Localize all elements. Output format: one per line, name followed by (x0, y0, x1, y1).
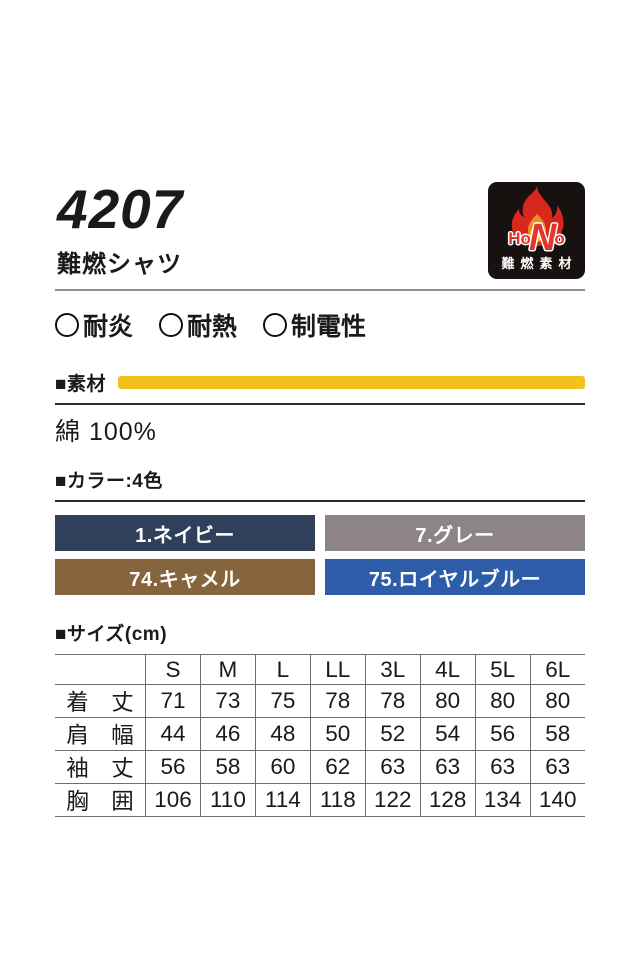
size-row-chest: 胸 囲 106 110 114 118 122 128 134 140 (55, 783, 585, 817)
feature-label: 耐熱 (187, 313, 238, 341)
color-swatch-grid: 1.ネイビー 7.グレー 74.キャメル 75.ロイヤルブルー (55, 515, 585, 595)
size-value-cell: 73 (199, 684, 256, 718)
size-header-row: S M L LL 3L 4L 5L 6L (55, 654, 585, 685)
size-row-shoulder-width: 肩 幅 44 46 48 50 52 54 56 58 (55, 717, 585, 751)
flame-icon (511, 186, 564, 246)
size-value-cell: 80 (474, 684, 531, 718)
feature-flame-resistance: 耐炎 (55, 307, 133, 343)
size-value-cell: 122 (364, 783, 421, 817)
size-value-cell: 140 (529, 783, 585, 817)
size-value-cell: 71 (145, 684, 201, 718)
material-value: 綿 100% (55, 418, 157, 446)
size-section: ■サイズ(cm) S M L LL 3L 4L 5L 6L 着 丈 71 73 … (55, 619, 585, 817)
feature-antistatic: 制電性 (263, 307, 366, 343)
feature-heat-resistance: 耐熱 (159, 307, 237, 343)
size-value-cell: 78 (364, 684, 421, 718)
size-col-header: S (145, 654, 201, 685)
size-table: S M L LL 3L 4L 5L 6L 着 丈 71 73 75 78 78 … (55, 654, 585, 817)
color-swatch-navy: 1.ネイビー (55, 515, 315, 551)
product-name: 難燃シャツ (57, 251, 182, 278)
size-col-header: LL (309, 654, 366, 685)
size-value-cell: 63 (364, 750, 421, 784)
size-value-cell: 106 (145, 783, 201, 817)
logo-letter: o (520, 228, 531, 248)
size-value-cell: 128 (419, 783, 476, 817)
size-value-cell: 50 (309, 717, 366, 751)
size-row-sleeve-length: 袖 丈 56 58 60 62 63 63 63 63 (55, 750, 585, 784)
size-value-cell: 134 (474, 783, 531, 817)
size-corner-cell (55, 654, 146, 685)
material-header: ■素材 (55, 369, 585, 405)
size-value-cell: 60 (254, 750, 311, 784)
size-value-cell: 75 (254, 684, 311, 718)
size-row-body-length: 着 丈 71 73 75 78 78 80 80 80 (55, 684, 585, 718)
color-swatch-royalblue: 75.ロイヤルブルー (325, 559, 585, 595)
size-col-header: M (199, 654, 256, 685)
size-value-cell: 56 (474, 717, 531, 751)
feature-list: 耐炎 耐熱 制電性 (55, 307, 585, 343)
size-value-cell: 58 (199, 750, 256, 784)
size-value-cell: 58 (529, 717, 585, 751)
color-header: ■カラー:4色 (55, 466, 585, 502)
size-value-cell: 62 (309, 750, 366, 784)
size-value-cell: 54 (419, 717, 476, 751)
size-value-cell: 80 (529, 684, 585, 718)
product-code: 4207 (57, 178, 184, 240)
size-value-cell: 63 (529, 750, 585, 784)
color-swatch-gray: 7.グレー (325, 515, 585, 551)
size-col-header: L (254, 654, 311, 685)
title-block: 4207 難燃シャツ (55, 182, 183, 279)
size-value-cell: 44 (145, 717, 201, 751)
size-row-label: 着 丈 (55, 684, 146, 718)
size-col-header: 6L (529, 654, 585, 685)
size-value-cell: 114 (254, 783, 311, 817)
badge-caption: 難燃素材 (501, 256, 578, 271)
color-title: ■カラー:4色 (55, 471, 163, 492)
circle-icon (263, 313, 288, 337)
size-col-header: 3L (364, 654, 421, 685)
size-col-header: 4L (419, 654, 476, 685)
size-row-label: 肩 幅 (55, 717, 146, 751)
size-col-header: 5L (474, 654, 531, 685)
circle-icon (159, 313, 184, 337)
circle-icon (55, 313, 79, 337)
logo-letter: o (554, 228, 565, 248)
logo-letter: N (528, 217, 557, 259)
size-value-cell: 52 (364, 717, 421, 751)
material-title: ■素材 (55, 374, 106, 395)
color-swatch-camel: 74.キャメル (55, 559, 315, 595)
size-row-label: 袖 丈 (55, 750, 146, 784)
size-value-cell: 118 (309, 783, 366, 817)
logo-letter: H (508, 228, 521, 248)
size-value-cell: 48 (254, 717, 311, 751)
size-value-cell: 56 (145, 750, 201, 784)
size-title: ■サイズ(cm) (55, 624, 168, 645)
feature-label: 制電性 (291, 313, 367, 341)
size-value-cell: 110 (199, 783, 256, 817)
size-row-label: 胸 囲 (55, 783, 146, 817)
size-value-cell: 78 (309, 684, 366, 718)
feature-label: 耐炎 (83, 313, 134, 341)
size-value-cell: 46 (199, 717, 256, 751)
material-section: ■素材 綿 100% (55, 369, 585, 448)
size-value-cell: 63 (474, 750, 531, 784)
yellow-accent-bar (117, 376, 585, 389)
size-value-cell: 80 (419, 684, 476, 718)
color-section: ■カラー:4色 1.ネイビー 7.グレー 74.キャメル 75.ロイヤルブルー (55, 466, 585, 595)
size-value-cell: 63 (419, 750, 476, 784)
